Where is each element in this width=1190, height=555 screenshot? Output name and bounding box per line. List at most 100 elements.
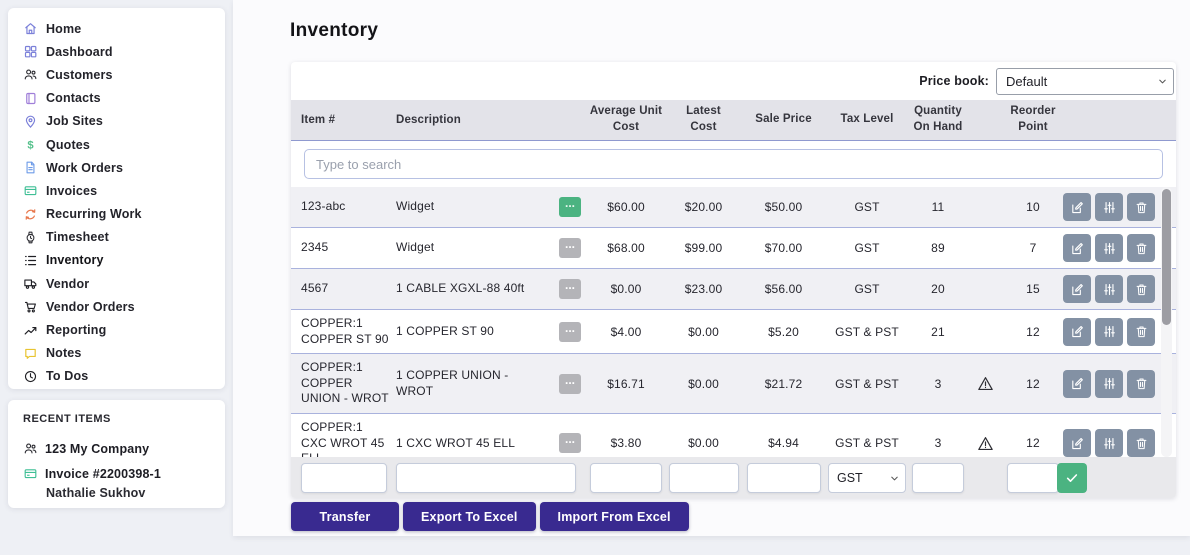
confirm-new-item-button[interactable] (1057, 462, 1087, 493)
sidebar-item-reporting[interactable]: Reporting (23, 318, 219, 341)
row-options-button[interactable]: ... (559, 373, 581, 394)
watch-icon (23, 230, 38, 245)
delete-row-button[interactable] (1127, 369, 1155, 398)
recent-item-invoice-subtext[interactable]: Nathalie Sukhov (46, 486, 146, 500)
sidebar-item-customers[interactable]: Customers (23, 63, 219, 86)
sidebar-item-notes[interactable]: Notes (23, 342, 219, 365)
page-title: Inventory (290, 20, 379, 41)
table-row: 4567 1 CABLE XGXL-88 40ft ... $0.00 $23.… (291, 269, 1176, 310)
table-row: 123-abc Widget ... $60.00 $20.00 $50.00 … (291, 187, 1176, 228)
sidebar-item-quotes[interactable]: Quotes (23, 133, 219, 156)
edit-row-button[interactable] (1063, 429, 1091, 457)
delete-row-button[interactable] (1127, 429, 1155, 457)
price-book-select[interactable]: Default (996, 67, 1174, 95)
sidebar-item-recurring-work[interactable]: Recurring Work (23, 203, 219, 226)
row-options-button[interactable]: ... (559, 321, 581, 342)
recent-item-company[interactable]: 123 My Company (23, 436, 219, 461)
quantity-on-hand-cell: 89 (931, 241, 945, 255)
item-number-cell: 2345 (301, 240, 329, 255)
sidebar-item-inventory[interactable]: Inventory (23, 249, 219, 272)
new-latest-cost-input[interactable] (668, 462, 739, 493)
sidebar: Home Dashboard Customers Contacts Job Si… (8, 8, 225, 389)
new-description-input[interactable] (396, 462, 576, 493)
edit-row-button[interactable] (1063, 234, 1091, 262)
people-icon (23, 441, 38, 456)
trash-icon (1134, 200, 1149, 215)
item-number-cell: 123-abc (301, 199, 346, 214)
transfer-button[interactable]: Transfer (291, 502, 399, 531)
adjust-row-button[interactable] (1095, 369, 1123, 398)
header-sale-price: Sale Price (755, 113, 812, 126)
quantity-on-hand-cell: 21 (931, 324, 945, 339)
reorder-point-cell: 12 (1026, 324, 1040, 339)
header-latest-cost: Latest Cost (686, 105, 721, 133)
sidebar-item-to-dos[interactable]: To Dos (23, 365, 219, 388)
new-average-cost-input[interactable] (590, 462, 662, 493)
tax-level-cell: GST (854, 282, 880, 296)
delete-row-button[interactable] (1127, 234, 1155, 262)
sale-price-cell: $50.00 (764, 200, 803, 214)
edit-row-button[interactable] (1063, 369, 1091, 398)
import-from-excel-button[interactable]: Import From Excel (539, 502, 689, 531)
edit-row-button[interactable] (1063, 317, 1091, 346)
row-options-button[interactable]: ... (559, 433, 581, 454)
new-tax-level-select[interactable]: GST (828, 462, 906, 493)
reorder-point-cell: 7 (1029, 241, 1037, 255)
adjust-row-button[interactable] (1095, 193, 1123, 221)
dashboard-icon (23, 44, 38, 59)
adjust-row-button[interactable] (1095, 234, 1123, 262)
sidebar-item-invoices[interactable]: Invoices (23, 179, 219, 202)
table-row: COPPER:1 CXC WROT 45 ELL 1 CXC WROT 45 E… (291, 414, 1176, 457)
recent-item-invoice[interactable]: Invoice #2200398-1 (23, 461, 219, 486)
edit-row-button[interactable] (1063, 275, 1091, 303)
delete-row-button[interactable] (1127, 317, 1155, 346)
delete-row-button[interactable] (1127, 275, 1155, 303)
tax-level-cell: GST (854, 200, 880, 214)
export-to-excel-button[interactable]: Export To Excel (403, 502, 536, 531)
edit-row-button[interactable] (1063, 193, 1091, 221)
new-quantity-input[interactable] (912, 462, 964, 493)
new-sale-price-input[interactable] (746, 462, 821, 493)
new-item-number-input[interactable] (301, 462, 387, 493)
new-reorder-point-input[interactable] (1007, 462, 1059, 493)
table-scrollbar-thumb[interactable] (1162, 189, 1171, 325)
average-unit-cost-cell: $68.00 (607, 241, 645, 255)
row-options-button[interactable]: ... (559, 279, 581, 299)
average-unit-cost-cell: $16.71 (607, 376, 645, 391)
latest-cost-cell: $23.00 (684, 282, 723, 296)
sidebar-item-home[interactable]: Home (23, 17, 219, 40)
average-unit-cost-cell: $0.00 (610, 282, 642, 296)
check-icon (1064, 470, 1080, 486)
sidebar-item-vendor[interactable]: Vendor (23, 272, 219, 295)
sale-price-cell: $4.94 (768, 436, 799, 451)
tax-level-cell: GST & PST (835, 436, 899, 451)
header-item-number: Item # (301, 114, 336, 126)
delete-row-button[interactable] (1127, 193, 1155, 221)
quantity-on-hand-cell: 11 (931, 200, 945, 214)
quantity-on-hand-cell: 3 (934, 376, 942, 391)
latest-cost-cell: $99.00 (684, 241, 723, 255)
adjust-row-button[interactable] (1095, 275, 1123, 303)
document-icon (23, 160, 38, 175)
sliders-icon (1102, 376, 1117, 391)
search-input[interactable] (304, 149, 1163, 179)
sidebar-item-timesheet[interactable]: Timesheet (23, 226, 219, 249)
sidebar-item-dashboard[interactable]: Dashboard (23, 40, 219, 63)
adjust-row-button[interactable] (1095, 317, 1123, 346)
sidebar-item-vendor-orders[interactable]: Vendor Orders (23, 295, 219, 318)
average-unit-cost-cell: $3.80 (610, 436, 642, 451)
latest-cost-cell: $0.00 (688, 436, 719, 451)
adjust-row-button[interactable] (1095, 429, 1123, 457)
average-unit-cost-cell: $60.00 (607, 200, 645, 214)
latest-cost-cell: $0.00 (688, 324, 719, 339)
row-options-button[interactable]: ... (559, 197, 581, 217)
item-number-cell: COPPER:1 CXC WROT 45 ELL (301, 419, 385, 457)
description-cell: Widget (396, 240, 435, 255)
sidebar-item-work-orders[interactable]: Work Orders (23, 156, 219, 179)
row-options-button[interactable]: ... (559, 238, 581, 258)
description-cell: 1 COPPER ST 90 (396, 323, 494, 338)
sidebar-item-job-sites[interactable]: Job Sites (23, 110, 219, 133)
edit-icon (1070, 200, 1085, 215)
edit-icon (1070, 241, 1085, 256)
sidebar-item-contacts[interactable]: Contacts (23, 87, 219, 110)
